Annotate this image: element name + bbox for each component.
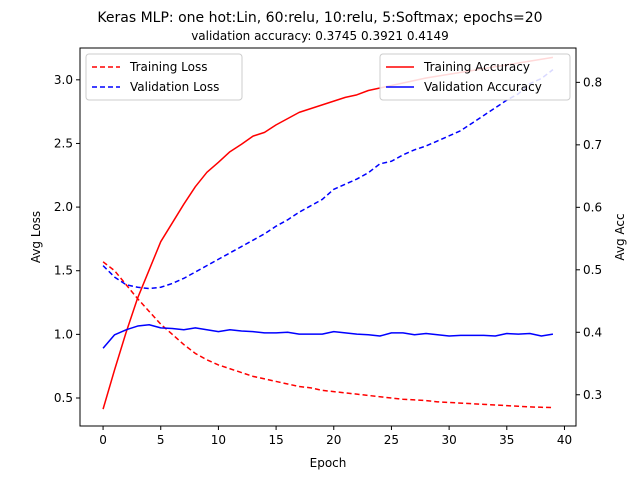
series-line-training-accuracy [102, 56, 554, 410]
y-right-tick-label: 0.7 [583, 138, 602, 152]
y-axis-right-label: Avg Acc [613, 213, 627, 260]
x-tick-label: 40 [557, 433, 572, 447]
series-line-validation-accuracy [102, 324, 554, 349]
legend-validation-loss-label: Validation Loss [130, 80, 219, 94]
y-axis-left-label: Avg Loss [29, 211, 43, 263]
y-right-tick-label: 0.6 [583, 200, 602, 214]
legend-right-box [379, 53, 571, 101]
series-line-training-loss [102, 261, 553, 409]
y-left-tick-label: 1.0 [54, 327, 73, 341]
y-left-tick-label: 3.0 [54, 73, 73, 87]
legend-training-loss-label: Training Loss [129, 60, 207, 74]
y-right-tick-label: 0.8 [583, 75, 602, 89]
legend-left: Training Loss Validation Loss [85, 53, 243, 101]
x-axis-label: Epoch [310, 456, 347, 470]
legend-left-box [85, 53, 243, 101]
x-tick-label: 5 [157, 433, 165, 447]
x-tick-label: 10 [211, 433, 226, 447]
x-tick-label: 30 [441, 433, 456, 447]
legend-training-accuracy-label: Training Accuracy [423, 60, 530, 74]
y-left-tick-label: 1.5 [54, 264, 73, 278]
series-layer [102, 56, 554, 410]
chart-subtitle: validation accuracy: 0.3745 0.3921 0.414… [191, 29, 449, 43]
series-line-validation-loss [102, 69, 554, 290]
y-right-tick-label: 0.4 [583, 325, 602, 339]
y-left-tick-label: 0.5 [54, 391, 73, 405]
plot-frame [79, 47, 577, 427]
chart-title: Keras MLP: one hot:Lin, 60:relu, 10:relu… [97, 10, 542, 26]
y-left-tick-label: 2.0 [54, 200, 73, 214]
y-right-tick-label: 0.3 [583, 388, 602, 402]
ticks-layer: 0 5 10 15 20 25 30 35 40 0.5 1.0 1.5 2.0 2.5 3.0 0.3 0.4… [54, 73, 602, 447]
x-tick-label: 25 [384, 433, 399, 447]
y-left-tick-label: 2.5 [54, 136, 73, 150]
x-tick-label: 15 [268, 433, 283, 447]
x-tick-label: 20 [326, 433, 341, 447]
legend-right: Training Accuracy Validation Accuracy [379, 53, 571, 101]
x-tick-label: 35 [499, 433, 514, 447]
legend-validation-accuracy-label: Validation Accuracy [424, 80, 542, 94]
y-right-tick-label: 0.5 [583, 263, 602, 277]
x-tick-label: 0 [99, 433, 107, 447]
